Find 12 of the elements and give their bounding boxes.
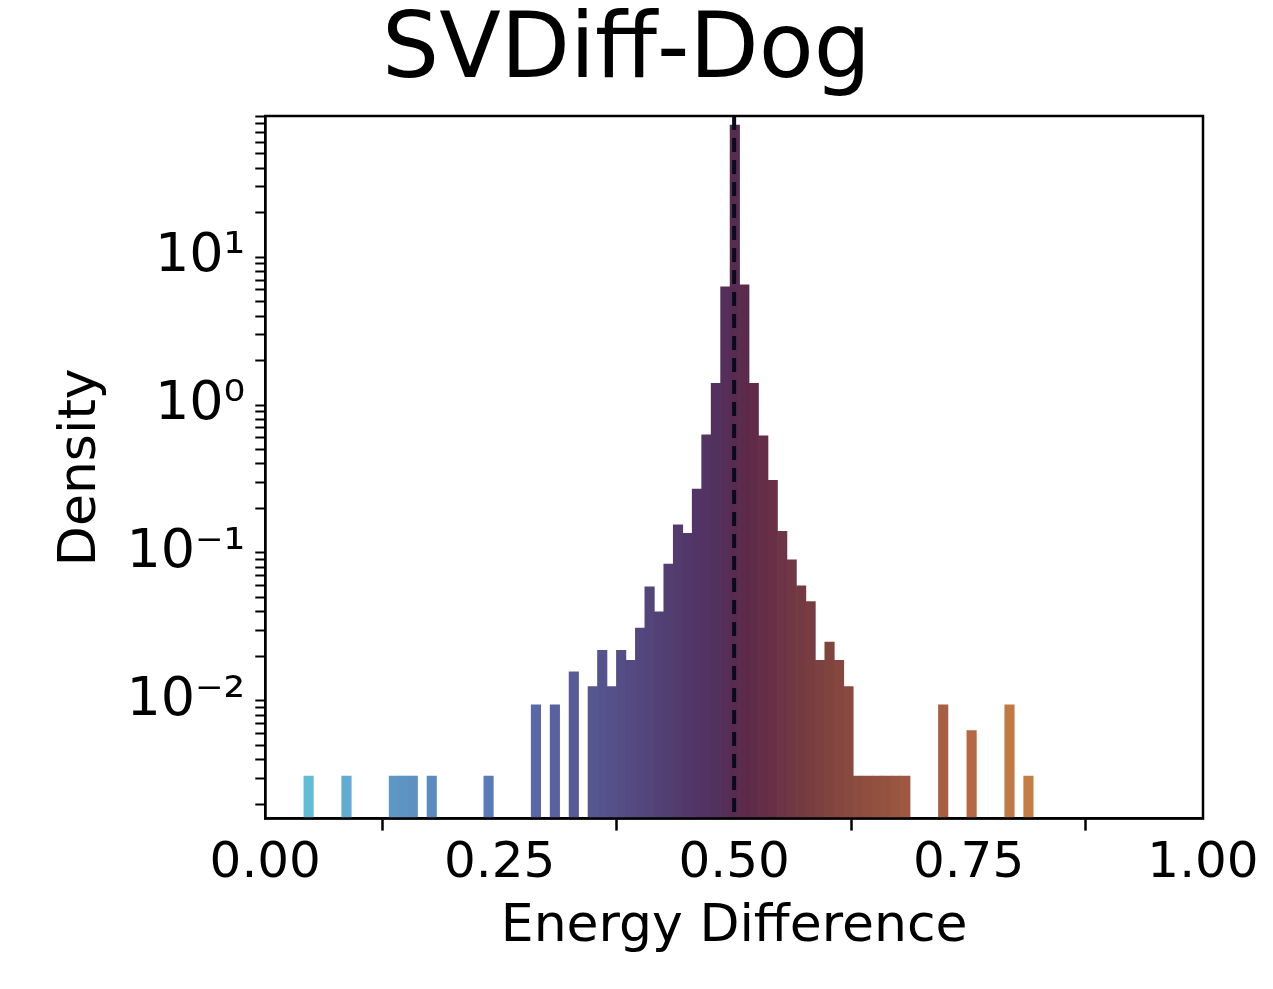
x-tick-label: 0.25 bbox=[444, 830, 556, 889]
y-tick-label: 10⁻¹ bbox=[126, 517, 246, 580]
y-axis-title: Density bbox=[46, 368, 107, 567]
x-tick-label: 0.00 bbox=[209, 830, 321, 889]
x-tick-label: 1.00 bbox=[1147, 830, 1259, 889]
y-tick-label: 10⁻² bbox=[126, 664, 246, 728]
x-tick-label: 0.75 bbox=[912, 830, 1025, 889]
x-tick-label: 0.50 bbox=[678, 830, 790, 889]
y-tick-label: 10¹ bbox=[154, 221, 246, 285]
y-tick-label: 10⁰ bbox=[154, 369, 246, 433]
x-axis-title: Energy Difference bbox=[500, 893, 968, 954]
chart-title: SVDiff-Dog bbox=[382, 0, 871, 99]
